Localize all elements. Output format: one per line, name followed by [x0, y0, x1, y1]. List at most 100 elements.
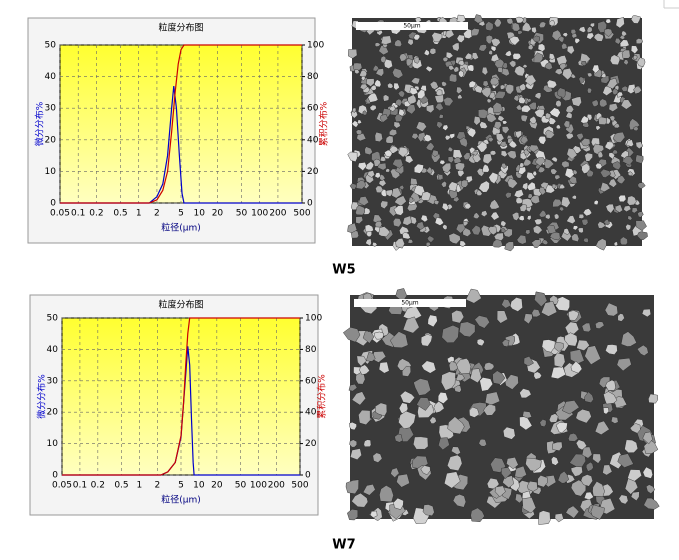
particle	[605, 379, 616, 391]
y2-tick-label: 100	[305, 314, 322, 324]
particle	[402, 215, 412, 226]
particle	[473, 14, 484, 24]
particle	[420, 465, 431, 476]
particle	[347, 508, 358, 521]
particle	[506, 150, 517, 160]
particle	[523, 158, 532, 167]
particle	[550, 366, 566, 380]
particle	[637, 211, 644, 218]
x-tick-label: 5	[178, 209, 184, 219]
particle	[488, 172, 499, 184]
particle	[492, 101, 504, 113]
particle	[448, 232, 461, 245]
particle	[487, 226, 497, 236]
particle	[471, 224, 481, 236]
particle	[395, 165, 405, 175]
particle	[566, 147, 578, 160]
particle	[488, 50, 493, 56]
particle	[422, 504, 435, 517]
particle	[506, 17, 514, 25]
particle	[355, 129, 363, 136]
particle	[370, 510, 378, 518]
particle	[572, 225, 579, 231]
y-tick-label: 40	[47, 345, 59, 355]
x-tick-label: 50	[236, 209, 248, 219]
particle	[595, 125, 601, 131]
particle	[534, 108, 545, 119]
particle	[501, 120, 508, 125]
x-tick-label: 1	[136, 209, 142, 219]
particle	[351, 492, 369, 508]
particle	[520, 104, 532, 113]
particle	[612, 161, 622, 170]
particle	[593, 32, 604, 42]
particle	[345, 479, 359, 495]
particle	[393, 121, 401, 129]
particle	[618, 194, 627, 203]
series-line	[60, 86, 302, 204]
particle	[545, 129, 555, 139]
particle	[469, 368, 482, 384]
particle	[560, 196, 571, 208]
series-line	[62, 317, 300, 476]
particle	[523, 356, 534, 367]
particle	[539, 419, 547, 428]
particle	[459, 137, 468, 148]
particle	[563, 120, 571, 129]
particle	[373, 331, 384, 340]
particle	[458, 70, 465, 78]
particle	[514, 65, 525, 77]
particle	[520, 135, 529, 144]
particle	[510, 297, 523, 312]
particle	[411, 133, 419, 140]
particle	[527, 480, 538, 492]
particle	[380, 55, 387, 64]
particle	[616, 357, 632, 372]
particle	[355, 205, 366, 216]
particle	[595, 162, 603, 170]
particle	[626, 139, 634, 147]
particle	[442, 124, 449, 131]
x-tick-label: 20	[212, 209, 224, 219]
particle	[407, 239, 414, 244]
x-tick-label: 10	[193, 209, 205, 219]
particle	[553, 352, 566, 368]
particle	[515, 130, 522, 139]
particle	[439, 159, 446, 165]
particle	[453, 66, 460, 73]
y-tick-label: 50	[47, 314, 59, 324]
y-tick-label: 20	[45, 135, 57, 145]
particle	[528, 101, 537, 111]
particle	[441, 181, 447, 188]
particle	[570, 466, 583, 477]
x-tick-label: 20	[211, 481, 223, 491]
particle	[413, 185, 425, 197]
x-tick-label: 500	[293, 209, 310, 219]
x-tick-label: 0.1	[73, 481, 87, 491]
particle	[489, 76, 500, 86]
particle	[392, 158, 404, 169]
particle	[497, 115, 505, 122]
particle	[546, 79, 558, 89]
y2-tick-label: 60	[305, 376, 317, 386]
particle	[562, 400, 580, 415]
particle	[463, 60, 469, 66]
particle	[604, 302, 619, 317]
particle	[362, 110, 368, 116]
particle	[620, 331, 637, 347]
particle	[433, 200, 440, 205]
particle	[465, 288, 482, 304]
particle	[613, 123, 620, 129]
particle	[367, 170, 375, 178]
particle	[602, 464, 613, 476]
particle	[551, 156, 558, 163]
particle	[550, 168, 558, 175]
particle	[548, 20, 555, 27]
particle	[612, 149, 618, 155]
x-tick-label: 0.05	[52, 481, 72, 491]
particle	[595, 238, 607, 251]
particle	[630, 45, 639, 54]
particle	[343, 327, 361, 343]
particle	[425, 142, 435, 152]
particle	[586, 32, 595, 40]
